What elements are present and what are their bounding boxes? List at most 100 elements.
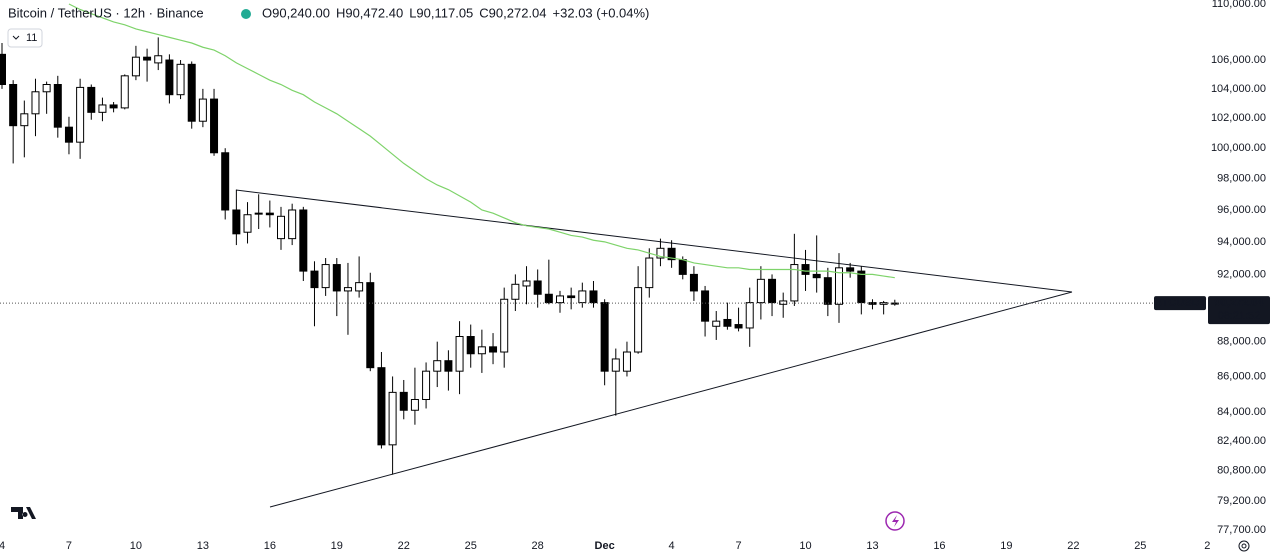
candle-body: [232, 209, 241, 235]
candle-body: [87, 86, 96, 113]
candle-body: [645, 257, 654, 289]
candle-body: [846, 267, 855, 272]
y-tick-label: 110,000.00: [1212, 0, 1266, 10]
candle-body: [879, 302, 888, 305]
candle-body: [678, 259, 687, 275]
candle-body: [377, 367, 386, 446]
x-tick-label: 4: [669, 540, 675, 552]
candle-body: [98, 104, 107, 113]
candle-body: [556, 295, 564, 304]
trendline: [269, 291, 1073, 508]
ohlc-value: O90,240.00: [262, 5, 330, 20]
y-tick-label: 106,000.00: [1211, 54, 1266, 66]
y-tick-label: 100,000.00: [1211, 142, 1266, 154]
candle-body: [198, 98, 207, 122]
candle-body: [801, 264, 810, 275]
candle-body: [790, 264, 799, 302]
symbol-tag: [1154, 296, 1206, 311]
price-tag-label: 90,272.04: [1215, 297, 1265, 309]
candle-body: [120, 75, 129, 109]
candle-body: [165, 59, 174, 96]
x-tick-label: 22: [398, 540, 410, 552]
y-tick-label: 86,000.00: [1217, 370, 1266, 382]
candle-body: [154, 55, 163, 64]
candle-body: [589, 290, 598, 304]
candle-body: [489, 346, 498, 353]
candle-body: [243, 214, 252, 233]
x-tick-label: 19: [331, 540, 343, 552]
candle-body: [466, 336, 475, 355]
settings-icon[interactable]: [1238, 540, 1250, 552]
candle-body: [444, 360, 453, 372]
x-tick-label: 16: [264, 540, 276, 552]
candle-body: [20, 113, 29, 127]
candle-body: [567, 295, 576, 299]
candle-body: [511, 283, 520, 300]
ohlc-legend: O90,240.00 H90,472.40 L90,117.05 C90,272.04…: [262, 5, 649, 20]
lightning-icon[interactable]: [885, 511, 905, 531]
candle-body: [477, 346, 486, 355]
y-tick-label: 104,000.00: [1211, 83, 1266, 95]
candle-body: [143, 56, 152, 61]
candle-body: [734, 324, 743, 329]
candle-body: [768, 278, 777, 304]
candle-body: [355, 282, 364, 292]
candle-body: [53, 84, 62, 128]
candle-body: [723, 318, 732, 327]
x-tick-label: 10: [799, 540, 811, 552]
ohlc-value: H90,472.40: [336, 5, 403, 20]
candle-body: [823, 277, 832, 305]
candle-body: [399, 391, 408, 411]
ohlc-value: +32.03 (+0.04%): [553, 5, 650, 20]
candle-body: [857, 270, 866, 304]
candle-body: [187, 63, 196, 122]
candle-body: [254, 212, 263, 215]
indicator-count: 11: [26, 32, 37, 44]
candle-body: [410, 398, 419, 411]
candle-body: [332, 264, 341, 292]
x-tick-label: 16: [933, 540, 945, 552]
ohlc-value: L90,117.05: [409, 5, 473, 20]
candle-body: [835, 267, 843, 305]
moving-average-line: [68, 3, 895, 279]
y-tick-label: 80,800.00: [1217, 465, 1266, 477]
symbol-tag-label: BTCUSDT: [1154, 297, 1207, 309]
logo: [11, 507, 36, 519]
candle-body: [533, 280, 542, 295]
chevron: [12, 35, 20, 40]
candle-body: [42, 84, 51, 93]
status-dot: [241, 9, 251, 19]
candle-body: [0, 53, 6, 86]
candle-body: [667, 247, 676, 261]
candle-body: [756, 278, 765, 304]
price-tag: [1208, 296, 1270, 325]
candle-body: [634, 287, 643, 353]
y-tick-label: 77,700.00: [1217, 524, 1266, 536]
y-tick-label: 102,000.00: [1211, 112, 1266, 124]
ohlc-value: C90,272.04: [479, 5, 546, 20]
symbol-title: Bitcoin / TetherUS · 12h · Binance: [8, 5, 204, 20]
candle-body: [31, 91, 40, 115]
x-tick-label: Dec: [595, 540, 615, 552]
y-tick-label: 88,000.00: [1217, 336, 1266, 348]
candle-body: [578, 290, 587, 304]
candle-body: [433, 360, 442, 372]
y-tick-label: 82,400.00: [1217, 435, 1266, 447]
candle-body: [611, 358, 620, 372]
indicator-toggle[interactable]: [7, 28, 43, 48]
candle-body: [455, 336, 464, 372]
x-tick-label: 28: [532, 540, 544, 552]
candle-body: [265, 212, 274, 216]
candle-body: [109, 104, 118, 109]
y-tick-label: 92,000.00: [1217, 268, 1266, 280]
x-tick-label: 4: [0, 540, 5, 552]
y-tick-label: 98,000.00: [1217, 173, 1266, 185]
y-tick-label: 79,200.00: [1217, 495, 1266, 507]
candle-body: [522, 280, 531, 287]
candle-body: [366, 282, 375, 369]
candle-body: [64, 126, 73, 143]
candle-body: [310, 270, 319, 289]
y-tick-label: 94,000.00: [1217, 236, 1266, 248]
candle-body: [622, 351, 631, 372]
